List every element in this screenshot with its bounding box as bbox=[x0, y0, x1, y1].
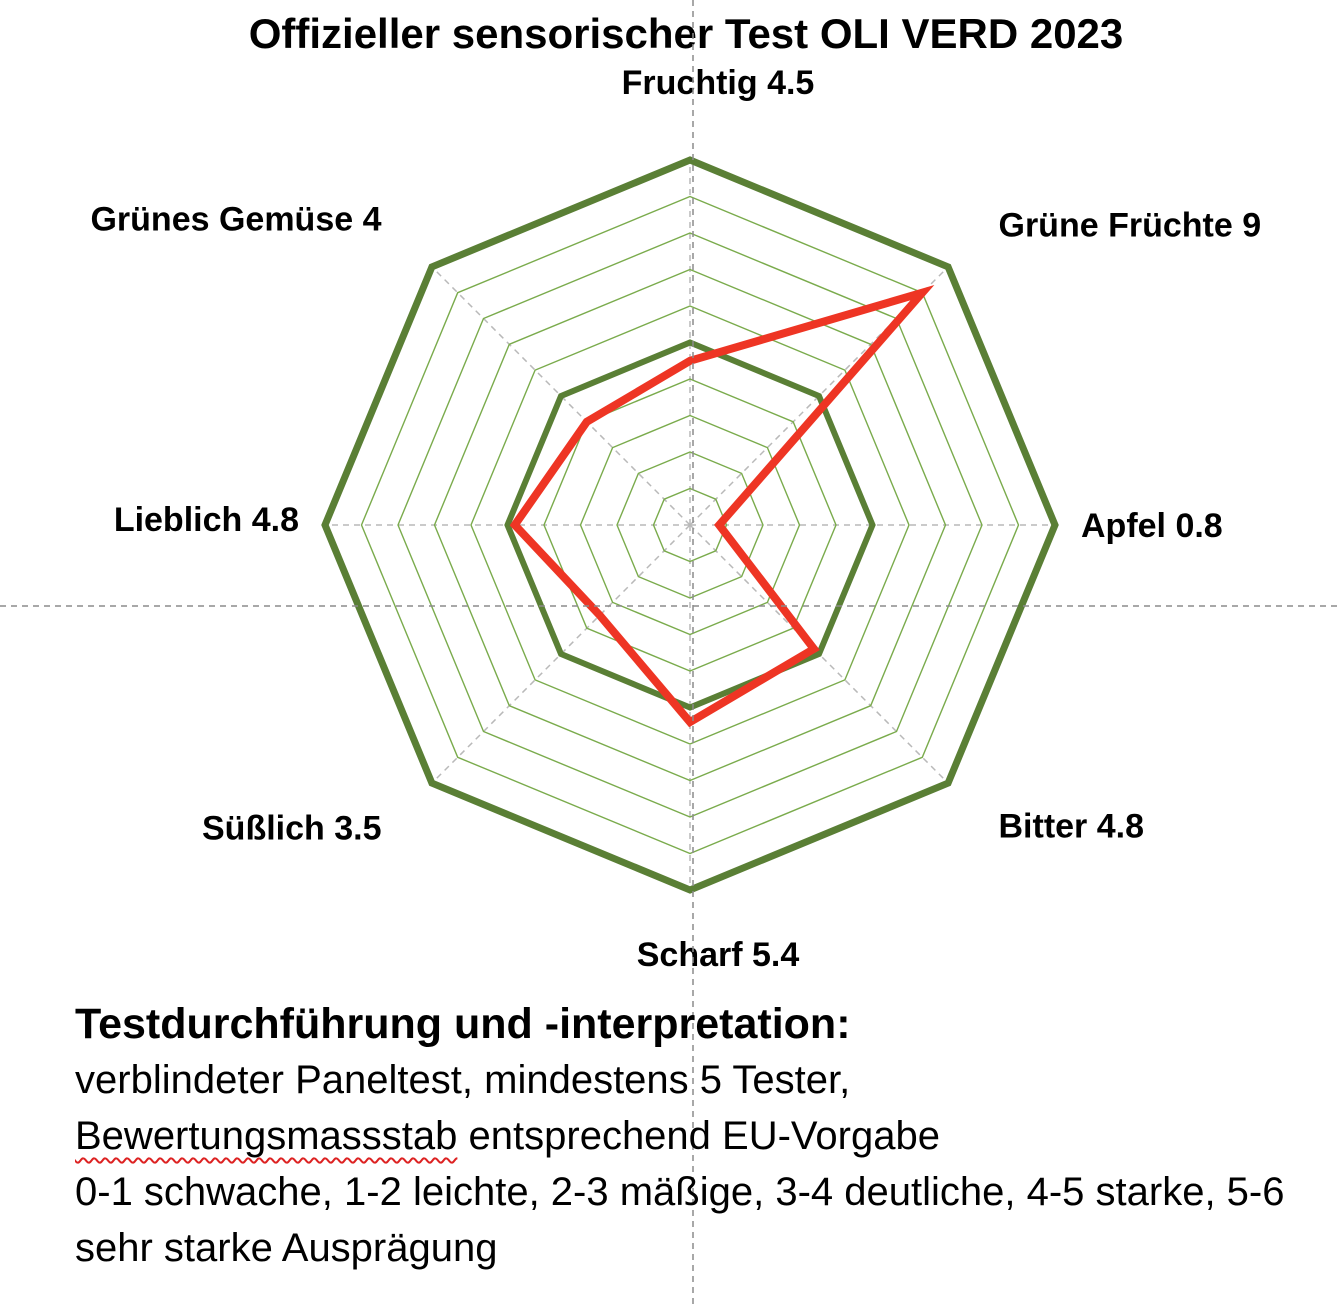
notes-line-3: 0-1 schwache, 1-2 leichte, 2-3 mäßige, 3… bbox=[75, 1170, 1285, 1270]
spoke-4 bbox=[689, 524, 949, 784]
notes-body: verblindeter Paneltest, mindestens 5 Tes… bbox=[75, 1052, 1325, 1276]
series-line bbox=[509, 285, 935, 728]
radar-series bbox=[509, 285, 935, 728]
axis-labels: Fruchtig 4.5 Grüne Früchte 9 Apfel 0.8 Bitt… bbox=[90, 64, 1261, 974]
spoke-2 bbox=[689, 266, 949, 526]
notes-line-2-rest: entsprechend EU-Vorgabe bbox=[457, 1114, 940, 1158]
axis-label-2: Grüne Früchte 9 bbox=[999, 207, 1262, 245]
notes-section: Testdurchführung und -interpretation: ve… bbox=[75, 996, 1325, 1276]
notes-line-1: verblindeter Paneltest, mindestens 5 Tes… bbox=[75, 1058, 851, 1102]
axis-label-3: Apfel 0.8 bbox=[1081, 507, 1223, 545]
axis-label-5: Scharf 5.4 bbox=[637, 936, 800, 974]
chart-title: Offizieller sensorischer Test OLI VERD 2… bbox=[248, 10, 1124, 57]
radar-grid bbox=[321, 156, 1059, 894]
spoke-6 bbox=[431, 524, 691, 784]
grid-ring-9 bbox=[360, 195, 1020, 855]
grid-ring-3 bbox=[579, 414, 801, 636]
axis-label-1: Fruchtig 4.5 bbox=[622, 64, 815, 102]
grid-ring-7 bbox=[433, 268, 947, 782]
spoke-8 bbox=[431, 266, 691, 526]
grid-ring-1 bbox=[652, 487, 728, 563]
grid-ring-6 bbox=[470, 305, 910, 745]
axis-label-6: Süßlich 3.5 bbox=[202, 810, 382, 848]
grid-ring-8 bbox=[397, 232, 983, 818]
notes-heading: Testdurchführung und -interpretation: bbox=[75, 1000, 851, 1048]
notes-line-2-word: Bewertungsmassstab bbox=[75, 1114, 458, 1158]
grid-ring-5 bbox=[504, 339, 876, 711]
axis-label-8: Grünes Gemüse 4 bbox=[90, 201, 381, 239]
grid-ring-10 bbox=[321, 156, 1059, 894]
axis-label-4: Bitter 4.8 bbox=[999, 808, 1145, 846]
grid-ring-4 bbox=[543, 378, 837, 672]
axis-label-7: Lieblich 4.8 bbox=[114, 501, 299, 539]
